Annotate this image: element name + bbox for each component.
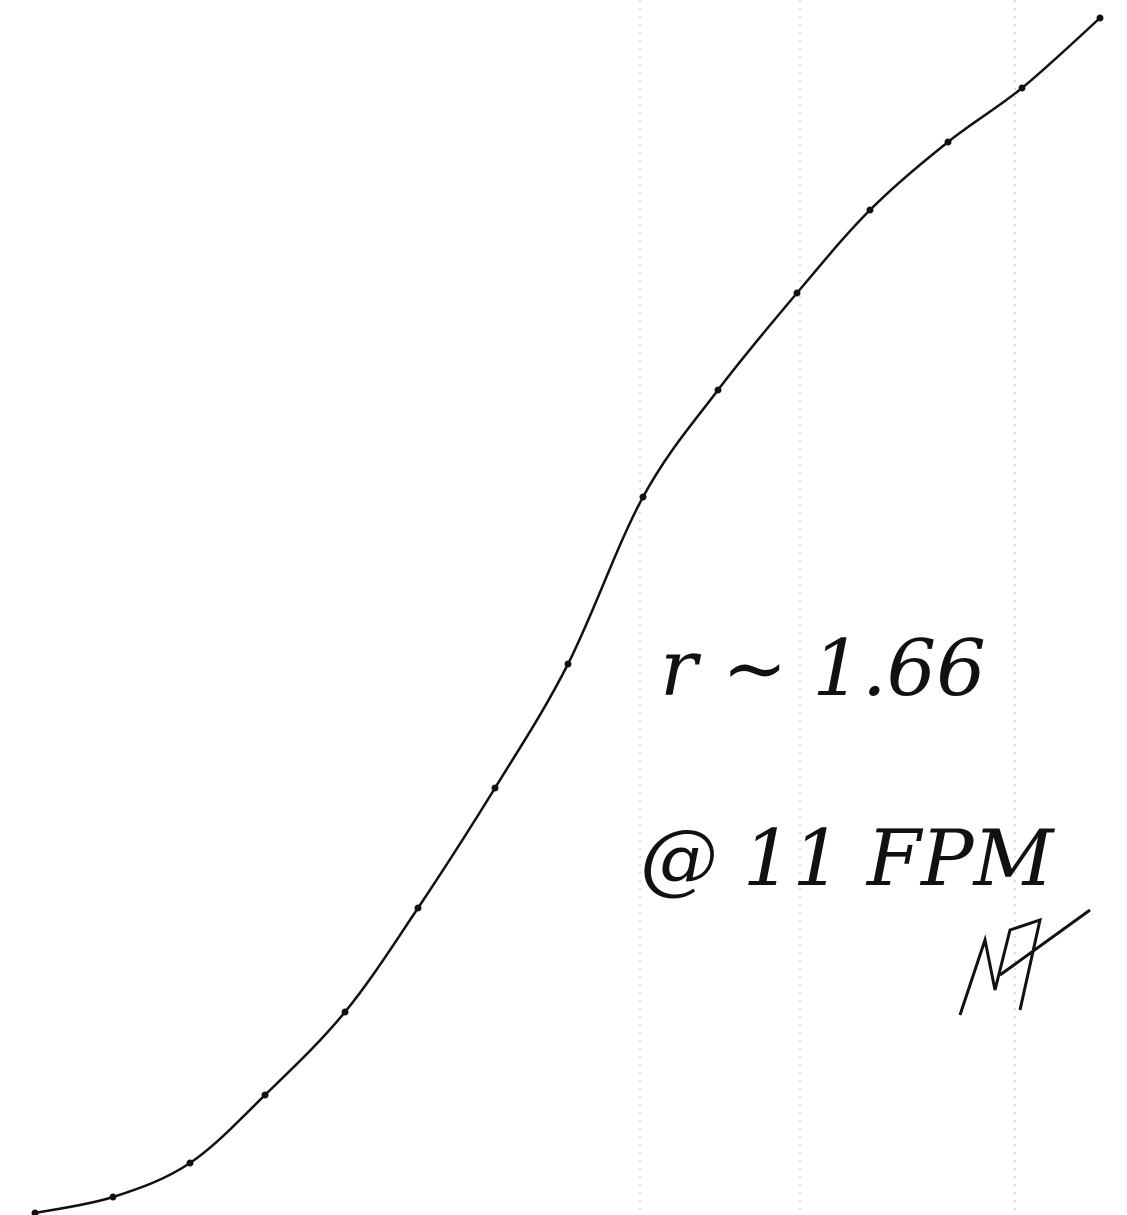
data-point — [261, 1091, 269, 1099]
data-point — [491, 784, 499, 792]
annotation: r ~ 1.66 — [660, 624, 986, 714]
data-point — [1096, 14, 1104, 22]
data-point — [564, 660, 572, 668]
initials — [958, 908, 1091, 1016]
data-point — [414, 904, 422, 912]
data-point — [109, 1193, 117, 1201]
data-point — [1018, 84, 1026, 92]
data-point — [341, 1008, 349, 1016]
data-point — [714, 386, 722, 394]
data-point — [866, 206, 874, 214]
data-point — [31, 1209, 39, 1215]
fit-curve — [34, 17, 1101, 1215]
data-point — [186, 1159, 194, 1167]
data-point — [944, 138, 952, 146]
annotation: @ 11 FPM — [640, 814, 1055, 904]
data-point — [793, 289, 801, 297]
data-point — [639, 493, 647, 501]
